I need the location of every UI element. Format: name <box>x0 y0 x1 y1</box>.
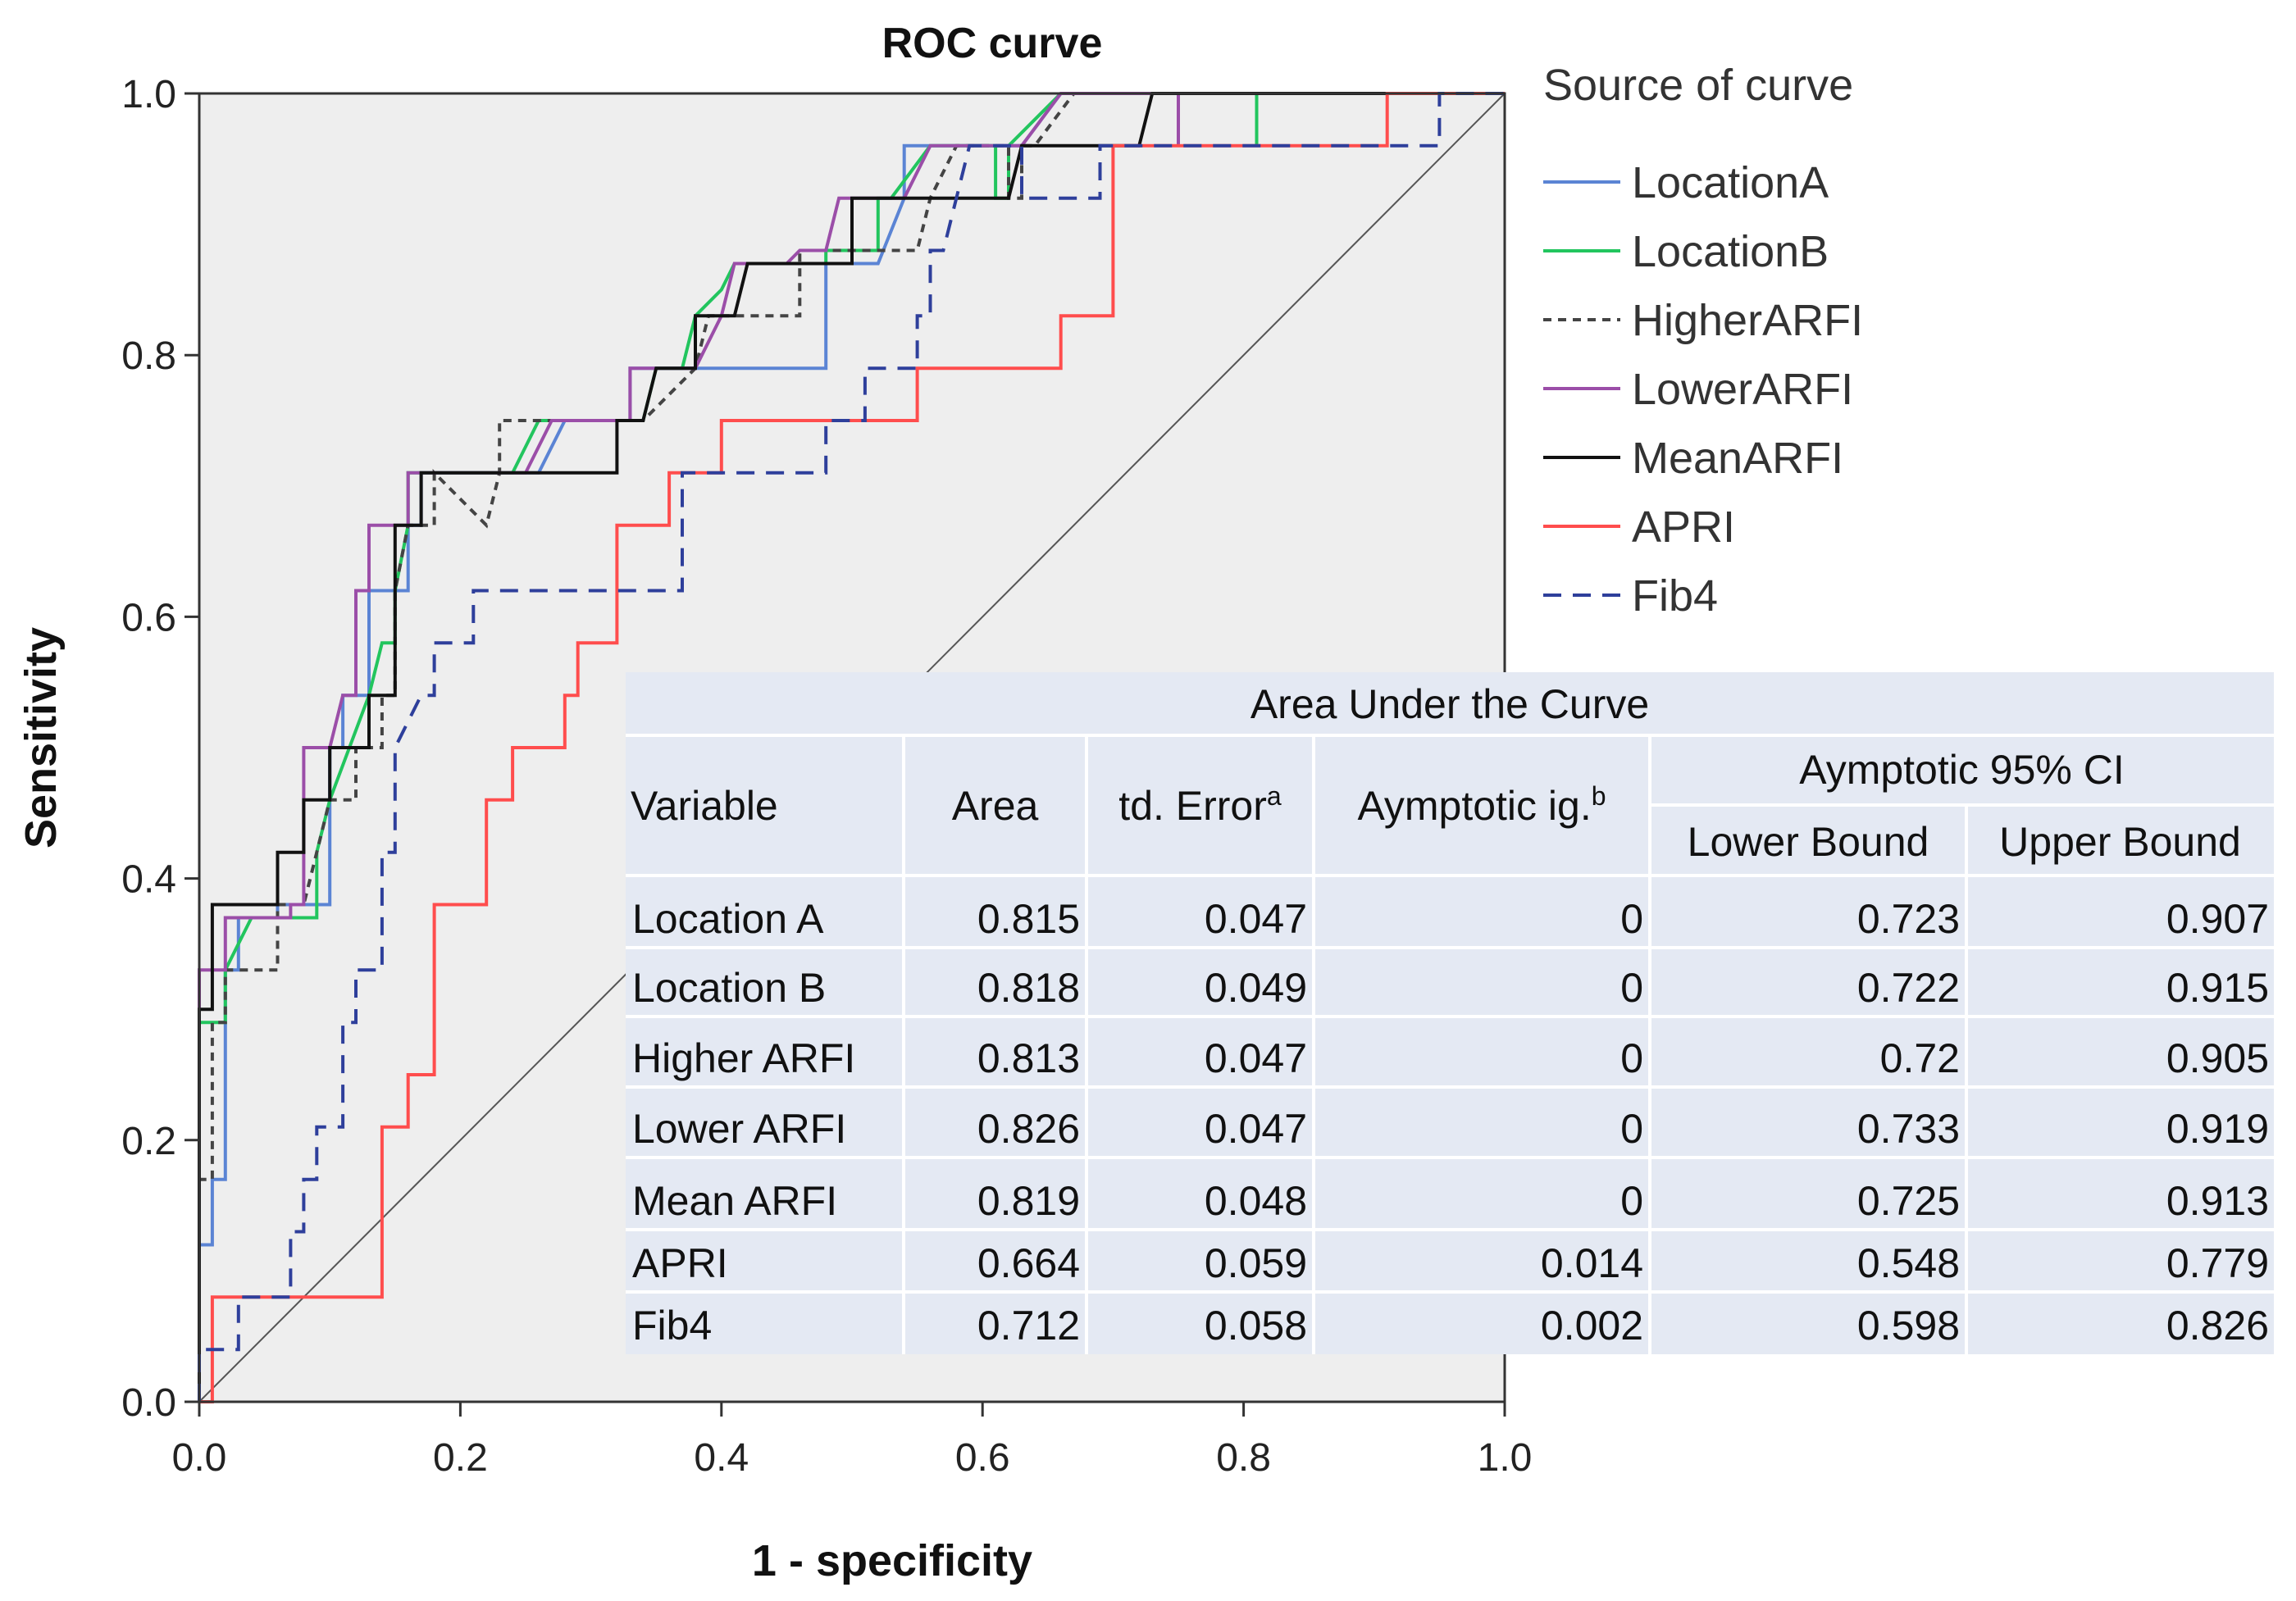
cell-upper-bound: 0.907 <box>2166 896 2269 942</box>
y-tick-label: 0.4 <box>121 858 176 902</box>
table-title: Area Under the Curve <box>1250 681 1649 727</box>
legend-label-higherarfi: HigherARFI <box>1632 296 1863 345</box>
cell-variable: Lower ARFI <box>632 1106 846 1152</box>
y-axis-title: Sensitivity <box>16 627 66 848</box>
cell-std-error: 0.059 <box>1205 1240 1307 1286</box>
cell-area: 0.818 <box>977 965 1080 1011</box>
cell-area: 0.826 <box>977 1106 1080 1152</box>
cell-sig: 0 <box>1620 965 1643 1011</box>
y-tick-label: 1.0 <box>121 73 176 116</box>
x-tick-label: 1.0 <box>1478 1436 1533 1480</box>
y-tick-label: 0.2 <box>121 1120 176 1163</box>
cell-variable: APRI <box>632 1240 728 1286</box>
cell-upper-bound: 0.913 <box>2166 1178 2269 1224</box>
legend: Source of curve LocationA LocationB Higher… <box>1543 61 1863 621</box>
x-tick-label: 0.0 <box>172 1436 227 1480</box>
series-line-higherarfi <box>198 92 1505 1402</box>
cell-variable: Fib4 <box>632 1303 712 1349</box>
x-tick-label: 0.6 <box>955 1436 1010 1480</box>
cell-sig: 0 <box>1620 1178 1643 1224</box>
x-axis-title: 1 - specificity <box>752 1536 1032 1585</box>
header-area: Area <box>952 783 1039 829</box>
legend-label-apri: APRI <box>1632 503 1735 552</box>
x-tick-label: 0.4 <box>694 1436 749 1480</box>
header-sig: Aymptotic ig.b <box>1357 781 1606 829</box>
cell-std-error: 0.047 <box>1205 1106 1307 1152</box>
y-tick-label: 0.0 <box>121 1381 176 1425</box>
cell-sig: 0.002 <box>1541 1303 1643 1349</box>
header-lower-bound: Lower Bound <box>1688 819 1929 865</box>
cell-area: 0.815 <box>977 896 1080 942</box>
cell-sig: 0 <box>1620 1035 1643 1081</box>
header-variable: Variable <box>631 783 778 829</box>
y-axis: 0.0 0.2 0.4 0.6 0.8 1.0 <box>121 73 199 1425</box>
cell-area: 0.664 <box>977 1240 1080 1286</box>
header-std-error: td. Errora <box>1118 781 1282 829</box>
x-tick-label: 0.8 <box>1216 1436 1271 1480</box>
cell-variable: Higher ARFI <box>632 1035 855 1081</box>
cell-lower-bound: 0.733 <box>1857 1106 1960 1152</box>
cell-lower-bound: 0.598 <box>1857 1303 1960 1349</box>
cell-area: 0.813 <box>977 1035 1080 1081</box>
cell-upper-bound: 0.779 <box>2166 1240 2269 1286</box>
cell-std-error: 0.049 <box>1205 965 1307 1011</box>
legend-title: Source of curve <box>1543 61 1853 110</box>
series-line-lowerarfi <box>198 92 1505 1402</box>
series-layer <box>198 92 1505 1403</box>
cell-lower-bound: 0.722 <box>1857 965 1960 1011</box>
chart-title: ROC curve <box>882 20 1103 67</box>
x-axis: 0.0 0.2 0.4 0.6 0.8 1.0 <box>172 1402 1533 1480</box>
cell-std-error: 0.048 <box>1205 1178 1307 1224</box>
cell-std-error: 0.047 <box>1205 896 1307 942</box>
legend-label-meanarfi: MeanARFI <box>1632 434 1843 483</box>
header-ci-group: Aymptotic 95% CI <box>1799 747 2124 793</box>
cell-sig: 0 <box>1620 1106 1643 1152</box>
legend-label-locationa: LocationA <box>1632 158 1829 207</box>
legend-label-fib4: Fib4 <box>1632 571 1718 621</box>
legend-label-locationb: LocationB <box>1632 227 1829 276</box>
cell-lower-bound: 0.72 <box>1880 1035 1960 1081</box>
cell-lower-bound: 0.725 <box>1857 1178 1960 1224</box>
table-background <box>626 672 2274 1354</box>
cell-std-error: 0.047 <box>1205 1035 1307 1081</box>
series-line-apri <box>199 92 1505 1403</box>
auc-table: Area Under the Curve Variable Area td. Erro… <box>626 672 2274 1354</box>
x-tick-label: 0.2 <box>433 1436 488 1480</box>
y-tick-label: 0.6 <box>121 596 176 639</box>
cell-variable: Location A <box>632 896 824 942</box>
cell-lower-bound: 0.548 <box>1857 1240 1960 1286</box>
cell-lower-bound: 0.723 <box>1857 896 1960 942</box>
series-line-fib4 <box>198 92 1505 1402</box>
cell-variable: Mean ARFI <box>632 1178 837 1224</box>
cell-std-error: 0.058 <box>1205 1303 1307 1349</box>
cell-area: 0.819 <box>977 1178 1080 1224</box>
cell-sig: 0.014 <box>1541 1240 1643 1286</box>
legend-label-lowerarfi: LowerARFI <box>1632 365 1853 414</box>
cell-upper-bound: 0.905 <box>2166 1035 2269 1081</box>
y-tick-label: 0.8 <box>121 334 176 378</box>
cell-variable: Location B <box>632 965 826 1011</box>
header-upper-bound: Upper Bound <box>1999 819 2241 865</box>
cell-sig: 0 <box>1620 896 1643 942</box>
cell-upper-bound: 0.826 <box>2166 1303 2269 1349</box>
cell-upper-bound: 0.919 <box>2166 1106 2269 1152</box>
cell-area: 0.712 <box>977 1303 1080 1349</box>
cell-upper-bound: 0.915 <box>2166 965 2269 1011</box>
